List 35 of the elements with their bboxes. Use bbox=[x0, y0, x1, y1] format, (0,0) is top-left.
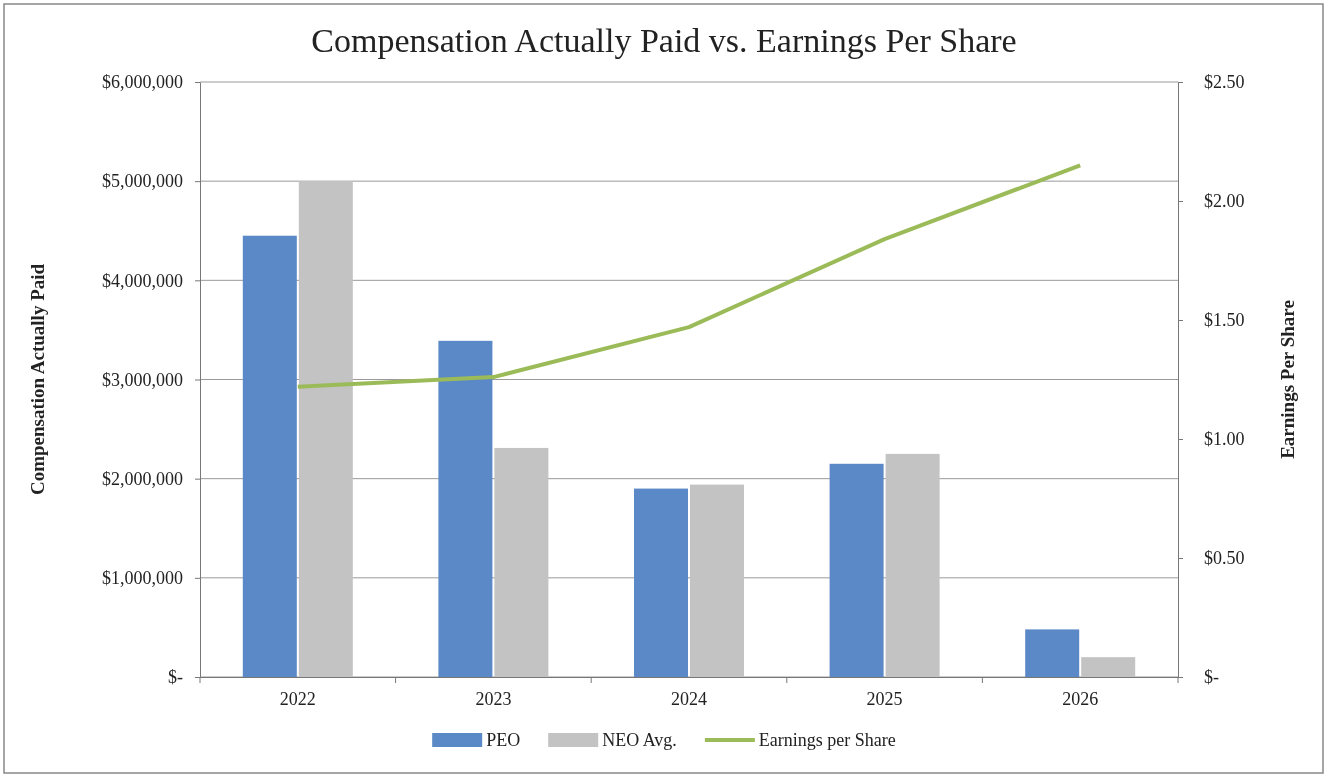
x-tick-label: 2025 bbox=[866, 689, 903, 710]
y-tick-label: $5,000,000 bbox=[102, 171, 183, 192]
bar bbox=[829, 463, 884, 677]
bar bbox=[1025, 629, 1080, 677]
legend-label: Earnings per Share bbox=[758, 730, 896, 750]
legend-label: PEO bbox=[486, 730, 521, 750]
y2-tick-label: $2.00 bbox=[1204, 191, 1245, 212]
x-tick-label: 2026 bbox=[1062, 689, 1099, 710]
y-tick-label: $6,000,000 bbox=[102, 72, 183, 93]
x-tick-label: 2024 bbox=[671, 689, 707, 710]
bar bbox=[690, 484, 744, 677]
y2-tick-label: $- bbox=[1204, 667, 1219, 688]
bar bbox=[298, 181, 353, 677]
legend-label: NEO Avg. bbox=[602, 730, 677, 750]
chart-title: Compensation Actually Paid vs. Earnings Per Share bbox=[311, 22, 1017, 59]
x-tick-label: 2023 bbox=[475, 689, 512, 710]
y2-tick-label: $0.50 bbox=[1204, 548, 1245, 569]
bar bbox=[494, 447, 549, 677]
y-tick-label: $- bbox=[168, 667, 183, 688]
y2-tick-label: $2.50 bbox=[1204, 72, 1245, 93]
x-tick-label: 2022 bbox=[279, 689, 316, 710]
bar bbox=[242, 235, 297, 677]
y-axis-title: Compensation Actually Paid bbox=[27, 263, 48, 496]
y-tick-label: $2,000,000 bbox=[102, 468, 183, 489]
y2-tick-label: $1.50 bbox=[1204, 310, 1245, 331]
y2-axis-title: Earnings Per Share bbox=[1277, 300, 1298, 459]
bar bbox=[634, 488, 688, 677]
line-series bbox=[295, 163, 1083, 389]
y-tick-label: $1,000,000 bbox=[102, 568, 183, 589]
y-tick-label: $3,000,000 bbox=[102, 369, 183, 390]
bar bbox=[1081, 657, 1136, 677]
y2-tick-label: $1.00 bbox=[1204, 429, 1245, 450]
bar bbox=[438, 340, 493, 677]
y-tick-label: $4,000,000 bbox=[102, 270, 183, 291]
bar bbox=[885, 453, 940, 677]
